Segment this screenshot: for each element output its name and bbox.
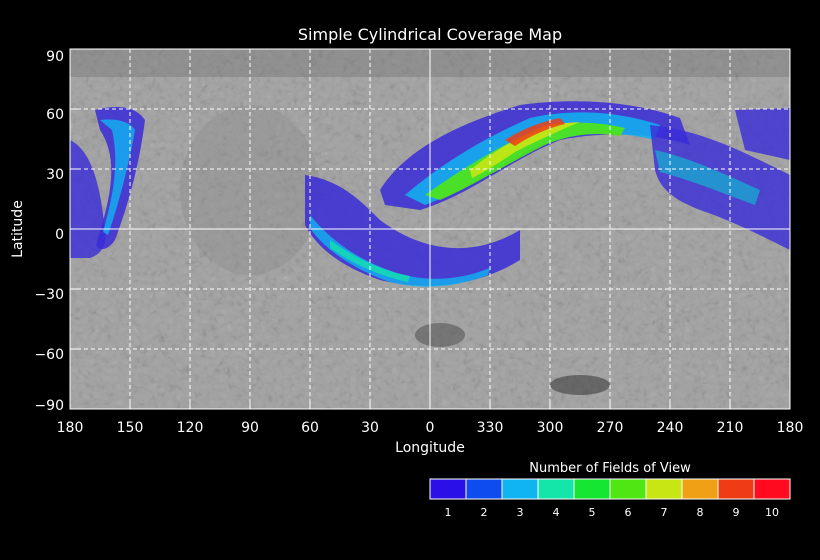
legend-swatches <box>429 478 791 500</box>
y-tick-label: −90 <box>34 398 64 414</box>
legend-swatch <box>681 478 719 500</box>
legend-swatch <box>429 478 467 500</box>
legend-swatch <box>465 478 503 500</box>
map-title: Simple Cylindrical Coverage Map <box>298 25 562 44</box>
y-tick-labels: 90 60 30 0 −30 −60 −90 <box>34 49 64 414</box>
x-tick-label: 90 <box>241 420 259 436</box>
y-tick-label: 0 <box>55 227 64 243</box>
legend-swatch <box>501 478 539 500</box>
legend-label: 10 <box>765 506 779 519</box>
legend-label: 1 <box>445 506 452 519</box>
coverage-southern-arc-inner <box>330 240 410 282</box>
x-tick-label: 240 <box>657 420 684 436</box>
legend-title: Number of Fields of View <box>529 461 691 476</box>
legend-label: 3 <box>517 506 524 519</box>
legend-label: 9 <box>733 506 740 519</box>
legend-swatch <box>645 478 683 500</box>
legend-swatch <box>573 478 611 500</box>
x-tick-label: 0 <box>426 420 435 436</box>
x-axis-label: Longitude <box>395 440 465 456</box>
x-tick-label: 270 <box>597 420 624 436</box>
coverage-northern-arc-core <box>470 122 580 178</box>
legend-swatch <box>537 478 575 500</box>
x-tick-label: 210 <box>717 420 744 436</box>
coverage-northern-arc-inner <box>425 122 625 200</box>
legend-label: 5 <box>589 506 596 519</box>
x-tick-label: 30 <box>361 420 379 436</box>
x-tick-label: 180 <box>57 420 84 436</box>
legend-label: 2 <box>481 506 488 519</box>
x-tick-label: 120 <box>177 420 204 436</box>
legend-label: 6 <box>625 506 632 519</box>
legend-swatch <box>717 478 755 500</box>
legend-label: 8 <box>697 506 704 519</box>
x-tick-label: 150 <box>117 420 144 436</box>
coverage-east-patch <box>735 108 790 160</box>
coverage-east-tail-mid <box>655 150 760 205</box>
legend-labels: 1 2 3 4 5 6 7 8 9 10 <box>445 506 780 519</box>
y-tick-label: 60 <box>46 107 64 123</box>
legend-label: 7 <box>661 506 668 519</box>
legend-swatch <box>609 478 647 500</box>
y-axis-label: Latitude <box>10 200 26 258</box>
y-tick-label: −30 <box>34 287 64 303</box>
x-tick-label: 300 <box>537 420 564 436</box>
x-tick-label: 60 <box>301 420 319 436</box>
y-tick-label: 30 <box>46 167 64 183</box>
x-tick-label: 330 <box>477 420 504 436</box>
x-tick-labels: 180 150 120 90 60 30 0 330 300 270 240 2… <box>57 420 804 436</box>
map-grid <box>70 49 790 409</box>
tick-marks <box>69 48 791 410</box>
legend-swatch <box>753 478 791 500</box>
y-tick-label: −60 <box>34 347 64 363</box>
legend-label: 4 <box>553 506 560 519</box>
x-tick-label: 180 <box>777 420 804 436</box>
coverage-west-band-core <box>100 119 135 235</box>
coverage-northern-arc-peak <box>505 118 565 146</box>
y-tick-label: 90 <box>46 49 64 65</box>
